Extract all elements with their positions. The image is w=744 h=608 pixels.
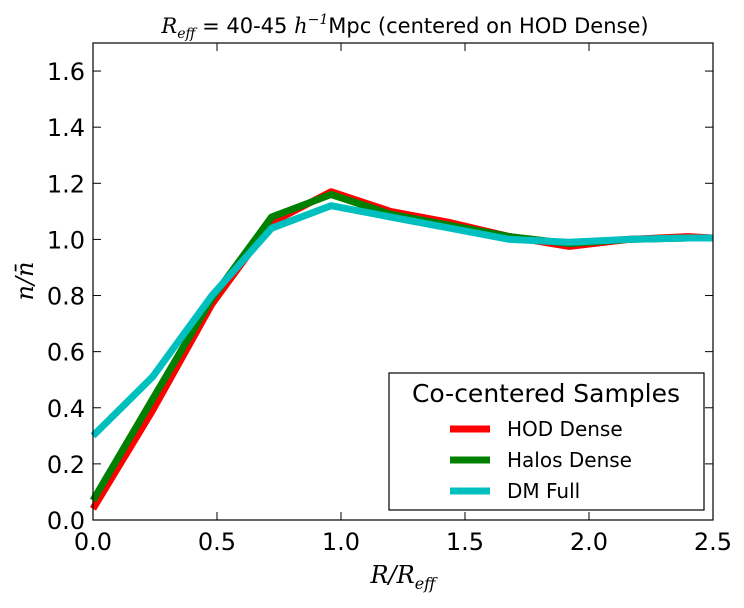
y-axis-label: n/n̄ xyxy=(11,262,39,301)
y-tick-label: 0.4 xyxy=(47,395,85,423)
x-tick-label: 1.5 xyxy=(446,528,484,556)
x-tick-label: 1.0 xyxy=(322,528,360,556)
plot-frame xyxy=(92,42,714,521)
y-tick-label: 0.6 xyxy=(47,339,85,367)
y-tick-label: 1.2 xyxy=(47,170,85,198)
y-tick-label: 1.6 xyxy=(47,58,85,86)
title-rest: = 40-45 xyxy=(195,14,294,38)
legend-label-dm-full: DM Full xyxy=(507,479,580,503)
y-tick-label: 1.4 xyxy=(47,114,85,142)
x-tick-label: 0.0 xyxy=(74,528,112,556)
x-tick-label: 0.5 xyxy=(198,528,236,556)
legend-entries: HOD Dense Halos Dense DM Full xyxy=(450,417,632,503)
legend-title: Co-centered Samples xyxy=(412,379,680,408)
x-axis-label: R/Reff xyxy=(369,561,438,593)
title-h-exp: −1 xyxy=(308,12,329,28)
y-tick-label: 0.0 xyxy=(47,507,85,535)
series-line-dm-full xyxy=(90,202,713,439)
title-tail: Mpc (centered on HOD Dense) xyxy=(328,14,648,38)
legend-box xyxy=(388,372,705,511)
x-axis-label-sub: eff xyxy=(415,574,438,593)
x-tick-label: 2.0 xyxy=(570,528,608,556)
title-math-sub: eff xyxy=(177,26,197,42)
title-math: R xyxy=(160,14,177,38)
y-tick-label: 1.0 xyxy=(47,226,85,254)
series-layer xyxy=(89,188,714,511)
chart-title: Reff = 40-45 h−1Mpc (centered on HOD Den… xyxy=(160,12,648,42)
y-tick-label: 0.2 xyxy=(47,451,85,479)
x-axis-label-main: R/R xyxy=(369,561,414,589)
title-h: h xyxy=(294,14,308,38)
legend: Co-centered Samples HOD Dense Halos Dense… xyxy=(388,372,705,511)
ticks-layer: 0.0 0.5 1.0 1.5 2.0 2.5 0.0 0.2 0.4 0.6 0.8 1.0 1.2 1… xyxy=(47,43,732,556)
legend-label-hod-dense: HOD Dense xyxy=(507,417,623,441)
y-tick-label: 0.8 xyxy=(47,283,85,311)
legend-label-halos-dense: Halos Dense xyxy=(507,448,632,472)
x-tick-label: 2.5 xyxy=(694,528,732,556)
